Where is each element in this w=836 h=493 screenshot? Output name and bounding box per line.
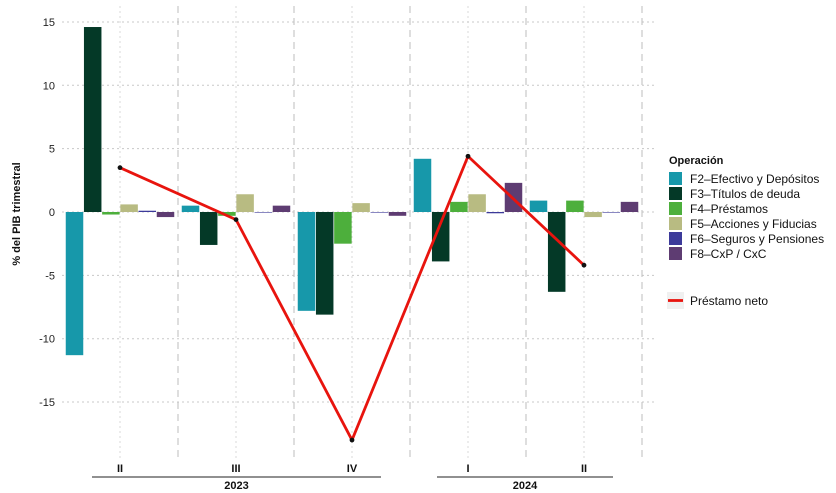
line-point (465, 153, 471, 159)
year-label: 2024 (513, 480, 538, 492)
bar (315, 212, 334, 315)
legend-swatch (669, 217, 682, 230)
y-axis: -15 -10 -5 0 5 10 15 (39, 17, 55, 409)
year-label: 2023 (224, 480, 248, 492)
x-tick-label: III (231, 463, 240, 475)
bar (431, 212, 450, 262)
bar (602, 212, 621, 213)
bar (65, 212, 84, 356)
y-tick-label: -15 (39, 397, 55, 409)
bar (297, 212, 316, 311)
bar (181, 205, 200, 212)
legend-line-label: Préstamo neto (690, 294, 768, 308)
bar (120, 204, 138, 212)
grid (62, 6, 655, 458)
bar (272, 205, 291, 212)
y-tick-label: 5 (49, 144, 55, 156)
y-tick-label: -10 (39, 334, 55, 346)
legend-label: F6–Seguros y Pensiones (690, 232, 824, 246)
legend-label: F5–Acciones y Fiducias (690, 217, 817, 231)
bar (334, 212, 352, 244)
x-tick-label: I (466, 463, 469, 475)
bar (388, 212, 407, 216)
bar (620, 201, 639, 212)
bar (218, 212, 236, 216)
legend-label: F3–Títulos de deuda (690, 187, 800, 201)
x-tick-label: II (581, 463, 587, 475)
bars (65, 27, 639, 356)
x-tick-label: II (117, 463, 123, 475)
line-point (233, 217, 239, 223)
legend-swatch (669, 172, 682, 185)
y-tick-label: 0 (49, 207, 55, 219)
bar (236, 194, 254, 212)
bar (102, 212, 120, 215)
legend-label: F2–Efectivo y Depósitos (690, 172, 819, 186)
y-tick-label: 10 (43, 80, 55, 92)
bar (352, 203, 370, 212)
line-point (117, 165, 123, 171)
bar (584, 212, 602, 218)
y-axis-label: % del PIB trimestral (11, 162, 23, 265)
line-point (581, 262, 587, 268)
legend: Operación F2–Efectivo y DepósitosF3–Títu… (667, 155, 824, 309)
legend-swatch (669, 247, 682, 260)
legend-swatch (669, 187, 682, 200)
line-point (349, 437, 355, 443)
legend-swatch (669, 202, 682, 215)
line-series (117, 153, 587, 443)
legend-label: F4–Préstamos (690, 202, 768, 216)
bar (566, 200, 584, 212)
bar (529, 200, 548, 212)
bar (547, 212, 566, 292)
bar (254, 212, 273, 213)
y-tick-label: -5 (45, 270, 55, 282)
bar (413, 158, 432, 212)
bar (138, 210, 157, 212)
bar (199, 212, 218, 245)
bar (486, 212, 505, 214)
legend-swatch (669, 232, 682, 245)
legend-title: Operación (669, 155, 724, 167)
bar (370, 212, 389, 213)
legend-label: F8–CxP / CxC (690, 247, 767, 261)
bar (450, 201, 468, 212)
y-tick-label: 15 (43, 17, 55, 29)
bar (83, 27, 102, 212)
bar (156, 212, 175, 218)
x-tick-label: IV (347, 463, 358, 475)
bar (468, 194, 486, 212)
